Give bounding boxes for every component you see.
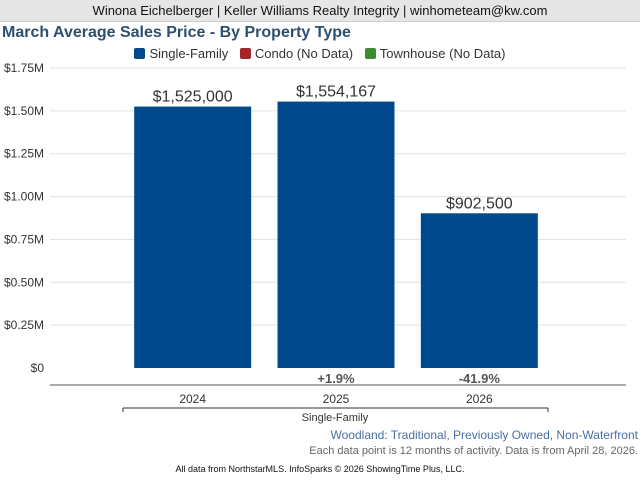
y-tick-label: $1.50M [4, 104, 44, 118]
y-tick-label: $1.00M [4, 190, 44, 204]
y-tick-label: $0.75M [4, 232, 44, 246]
bar [277, 101, 395, 368]
x-tick-label: 2025 [323, 392, 350, 406]
legend-swatch-single-family [134, 48, 146, 60]
bar-value-label: $1,525,000 [153, 89, 233, 106]
legend-label-condo: Condo (No Data) [254, 46, 354, 62]
data-note: Each data point is 12 months of activity… [309, 445, 638, 457]
region-caption: Woodland: Traditional, Previously Owned,… [330, 428, 638, 442]
banner-text: Winona Eichelberger | Keller Williams Re… [92, 3, 548, 18]
top-banner: Winona Eichelberger | Keller Williams Re… [0, 0, 640, 22]
legend-swatch-townhouse [364, 48, 376, 60]
y-tick-label: $0.50M [4, 275, 44, 289]
footer-note: All data from NorthstarMLS. InfoSparks ©… [175, 464, 465, 474]
bar-value-label: $1,554,167 [296, 84, 376, 101]
change-label: +1.9% [317, 371, 355, 386]
bar [420, 213, 538, 368]
legend-item-single-family[interactable]: Single-Family [134, 46, 228, 61]
group-label: Single-Family [302, 412, 369, 424]
chart-legend: Single-Family Condo (No Data) Townhouse … [0, 45, 640, 61]
legend-swatch-condo [239, 48, 251, 60]
legend-item-townhouse[interactable]: Townhouse (No Data) [364, 46, 506, 62]
bar [134, 106, 252, 369]
legend-label-single-family: Single-Family [149, 46, 229, 62]
y-tick-label: $1.25M [4, 147, 44, 161]
y-tick-label: $0 [31, 361, 45, 375]
legend-item-condo[interactable]: Condo (No Data) [239, 46, 354, 62]
x-tick-label: 2024 [179, 392, 206, 406]
y-axis-ticks: $0 $0.25M $0.50M $0.75M $1.00M $1.25M $1.50M $1… [4, 61, 44, 375]
bar-value-label: $902,500 [446, 195, 513, 212]
x-tick-label: 2026 [466, 392, 493, 406]
legend-label-townhouse: Townhouse (No Data) [379, 46, 506, 62]
chart-title: March Average Sales Price - By Property … [2, 24, 351, 41]
x-axis: 2024 2025 2026 Single-Family [50, 384, 626, 424]
change-label: -41.9% [459, 371, 501, 386]
y-tick-label: $0.25M [4, 318, 44, 332]
y-tick-label: $1.75M [4, 61, 44, 75]
bar-layer [134, 101, 538, 369]
value-label-layer: $1,525,000 $1,554,167 +1.9% $902,500 -41.9% [153, 84, 513, 386]
